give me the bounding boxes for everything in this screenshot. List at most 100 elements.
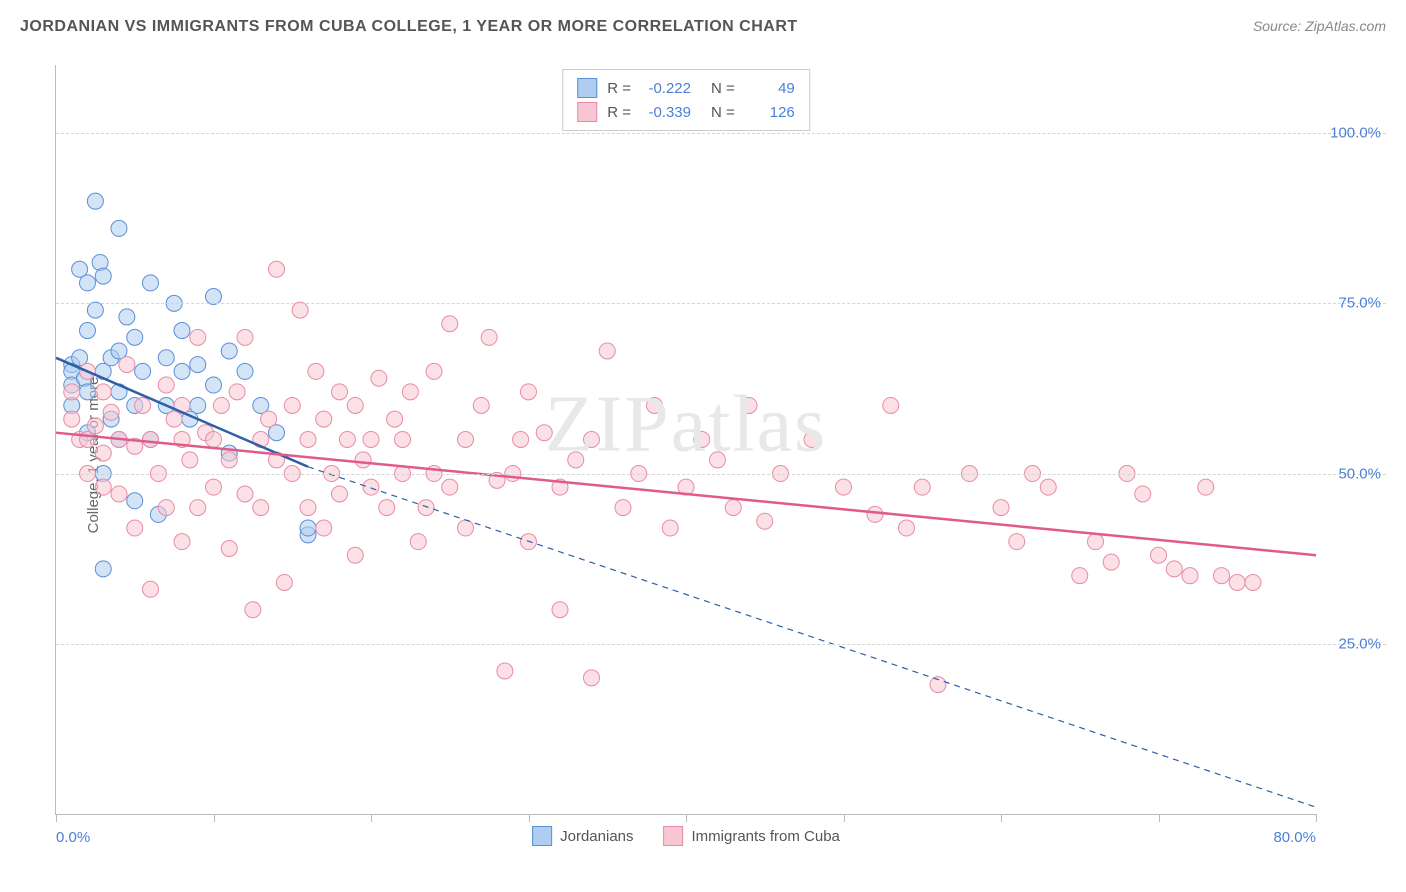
data-point bbox=[536, 425, 552, 441]
plot-area: ZIPatlas R = -0.222 N = 49 R = -0.339 N … bbox=[55, 65, 1316, 815]
data-point bbox=[119, 309, 135, 325]
data-point bbox=[694, 432, 710, 448]
scatter-plot bbox=[56, 65, 1316, 814]
data-point bbox=[143, 432, 159, 448]
n-label: N = bbox=[711, 80, 735, 97]
x-tick bbox=[529, 814, 530, 822]
swatch-jordanians bbox=[577, 78, 597, 98]
data-point bbox=[647, 397, 663, 413]
data-point bbox=[80, 275, 96, 291]
data-point bbox=[135, 397, 151, 413]
chart-title: JORDANIAN VS IMMIGRANTS FROM CUBA COLLEG… bbox=[20, 18, 798, 35]
data-point bbox=[418, 500, 434, 516]
data-point bbox=[127, 329, 143, 345]
data-point bbox=[1088, 534, 1104, 550]
data-point bbox=[883, 397, 899, 413]
data-point bbox=[662, 520, 678, 536]
data-point bbox=[111, 486, 127, 502]
data-point bbox=[308, 363, 324, 379]
x-tick bbox=[844, 814, 845, 822]
data-point bbox=[552, 602, 568, 618]
data-point bbox=[190, 357, 206, 373]
data-point bbox=[1214, 568, 1230, 584]
data-point bbox=[135, 363, 151, 379]
data-point bbox=[206, 377, 222, 393]
data-point bbox=[190, 329, 206, 345]
data-point bbox=[245, 602, 261, 618]
data-point bbox=[300, 500, 316, 516]
data-point bbox=[253, 500, 269, 516]
data-point bbox=[1040, 479, 1056, 495]
legend-row-cuba: R = -0.339 N = 126 bbox=[577, 100, 795, 124]
data-point bbox=[174, 534, 190, 550]
data-point bbox=[836, 479, 852, 495]
data-point bbox=[899, 520, 915, 536]
swatch-cuba bbox=[664, 826, 684, 846]
data-point bbox=[867, 506, 883, 522]
x-tick bbox=[686, 814, 687, 822]
data-point bbox=[158, 377, 174, 393]
data-point bbox=[725, 500, 741, 516]
data-point bbox=[355, 452, 371, 468]
r-label: R = bbox=[607, 104, 631, 121]
data-point bbox=[95, 384, 111, 400]
x-tick bbox=[1159, 814, 1160, 822]
data-point bbox=[64, 411, 80, 427]
x-tick bbox=[1001, 814, 1002, 822]
r-value-jordanians: -0.222 bbox=[641, 80, 691, 97]
x-tick bbox=[56, 814, 57, 822]
data-point bbox=[221, 540, 237, 556]
data-point bbox=[158, 350, 174, 366]
data-point bbox=[442, 316, 458, 332]
n-value-jordanians: 49 bbox=[745, 80, 795, 97]
data-point bbox=[127, 493, 143, 509]
data-point bbox=[269, 261, 285, 277]
y-tick-label: 25.0% bbox=[1338, 635, 1381, 652]
trend-line-extrapolated bbox=[308, 467, 1316, 807]
data-point bbox=[213, 397, 229, 413]
x-tick bbox=[371, 814, 372, 822]
data-point bbox=[95, 479, 111, 495]
data-point bbox=[347, 547, 363, 563]
series-label-jordanians: Jordanians bbox=[560, 828, 633, 845]
data-point bbox=[143, 275, 159, 291]
y-tick-label: 75.0% bbox=[1338, 295, 1381, 312]
data-point bbox=[757, 513, 773, 529]
data-point bbox=[1072, 568, 1088, 584]
legend-series: Jordanians Immigrants from Cuba bbox=[532, 826, 840, 846]
source-attribution: Source: ZipAtlas.com bbox=[1253, 18, 1386, 34]
data-point bbox=[292, 302, 308, 318]
x-tick-label: 0.0% bbox=[56, 829, 90, 846]
data-point bbox=[158, 500, 174, 516]
chart-container: College, 1 year or more ZIPatlas R = -0.… bbox=[20, 55, 1386, 855]
data-point bbox=[182, 452, 198, 468]
data-point bbox=[568, 452, 584, 468]
n-value-cuba: 126 bbox=[745, 104, 795, 121]
data-point bbox=[332, 384, 348, 400]
data-point bbox=[190, 397, 206, 413]
legend-stats: R = -0.222 N = 49 R = -0.339 N = 126 bbox=[562, 69, 810, 131]
swatch-jordanians bbox=[532, 826, 552, 846]
data-point bbox=[206, 289, 222, 305]
r-label: R = bbox=[607, 80, 631, 97]
gridline-h bbox=[56, 133, 1386, 134]
data-point bbox=[1245, 574, 1261, 590]
data-point bbox=[316, 520, 332, 536]
data-point bbox=[442, 479, 458, 495]
data-point bbox=[363, 479, 379, 495]
data-point bbox=[261, 411, 277, 427]
data-point bbox=[316, 411, 332, 427]
gridline-h bbox=[56, 303, 1386, 304]
data-point bbox=[143, 581, 159, 597]
data-point bbox=[710, 452, 726, 468]
x-tick bbox=[214, 814, 215, 822]
data-point bbox=[103, 404, 119, 420]
data-point bbox=[402, 384, 418, 400]
data-point bbox=[64, 384, 80, 400]
data-point bbox=[119, 357, 135, 373]
data-point bbox=[426, 363, 442, 379]
data-point bbox=[1151, 547, 1167, 563]
legend-row-jordanians: R = -0.222 N = 49 bbox=[577, 76, 795, 100]
data-point bbox=[229, 384, 245, 400]
data-point bbox=[914, 479, 930, 495]
